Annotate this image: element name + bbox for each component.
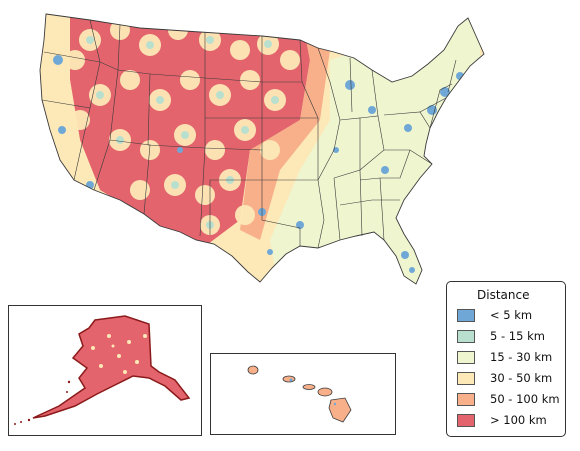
legend-swatch [457,308,475,322]
legend-swatch [457,350,475,364]
maui-island [317,387,333,397]
distance-fill-layer [40,14,484,284]
legend-item: > 100 km [457,413,547,427]
legend-label: 30 - 50 km [490,371,553,385]
state-borders [39,13,485,285]
alaska-inset [8,305,202,436]
kauai-island [247,365,259,375]
legend-label: > 100 km [490,413,547,427]
legend-swatch [457,371,475,385]
legend-swatch [457,413,475,427]
legend-label: 50 - 100 km [490,392,560,406]
distance-legend: Distance < 5 km 5 - 15 km 15 - 30 km 30 … [446,281,566,437]
oahu-island [282,375,296,383]
legend-swatch [457,392,475,406]
legend-item: < 5 km [457,308,532,322]
legend-item: 50 - 100 km [457,392,560,406]
legend-swatch [457,329,475,343]
legend-label: 5 - 15 km [490,329,545,343]
legend-item: 30 - 50 km [457,371,552,385]
big-island [328,397,352,423]
alaska-map [14,315,191,425]
hawaii-map [247,365,352,423]
legend-title: Distance [477,288,530,302]
legend-label: 15 - 30 km [490,350,553,364]
legend-label: < 5 km [490,308,533,322]
legend-item: 5 - 15 km [457,329,545,343]
molokai-island [302,384,316,390]
legend-item: 15 - 30 km [457,350,552,364]
hawaii-inset [210,353,396,435]
